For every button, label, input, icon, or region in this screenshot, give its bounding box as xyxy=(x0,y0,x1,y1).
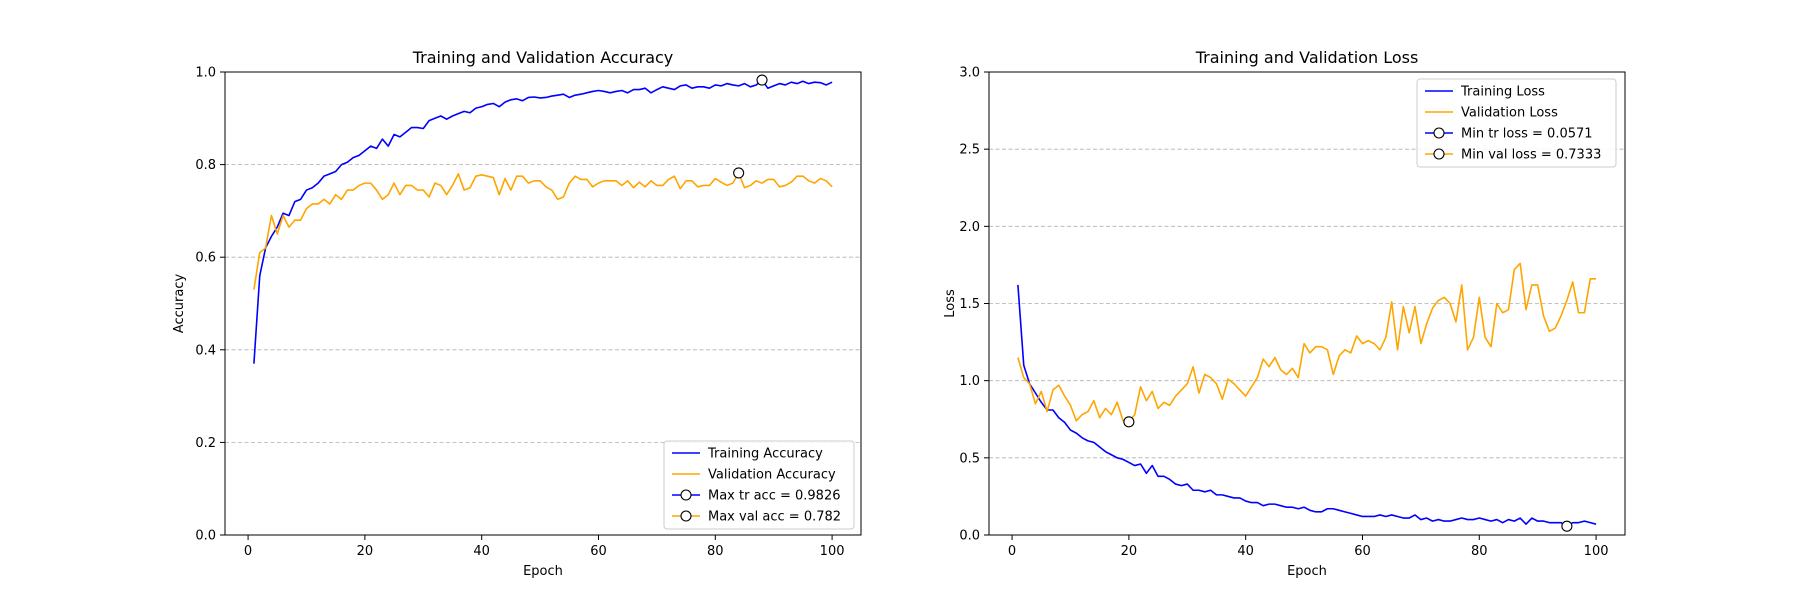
accuracy-x-tick-label: 100 xyxy=(820,544,845,559)
loss-x-tick-label: 100 xyxy=(1584,544,1609,559)
loss-y-tick-label: 3.0 xyxy=(959,66,980,81)
accuracy-legend-label-series-training: Training Accuracy xyxy=(707,447,823,462)
accuracy-axes-frame xyxy=(224,71,862,536)
accuracy-x-tick-label: 0 xyxy=(244,544,252,559)
accuracy-legend-label-series-validation: Validation Accuracy xyxy=(708,468,836,483)
accuracy-y-tick-label: 0.6 xyxy=(195,251,216,266)
accuracy-y-tick-label: 0.0 xyxy=(195,529,216,544)
loss-y-tick-label: 0.5 xyxy=(959,451,980,466)
loss-y-tick-label: 2.0 xyxy=(959,220,980,235)
accuracy-chart-title: Training and Validation Accuracy xyxy=(412,48,674,67)
loss-x-tick-label: 20 xyxy=(1121,544,1138,559)
accuracy-x-tick-label: 40 xyxy=(473,544,490,559)
loss-series-validation-line xyxy=(1017,262,1597,423)
accuracy-x-tick-label: 20 xyxy=(357,544,374,559)
loss-x-tick-label: 80 xyxy=(1471,544,1488,559)
loss-legend-box xyxy=(1416,78,1617,168)
accuracy-legend-marker-marker-training xyxy=(680,489,692,501)
loss-legend-label-marker-training: Min tr loss = 0.0571 xyxy=(1461,127,1593,142)
loss-marker-training xyxy=(1561,520,1573,532)
loss-y-tick-label: 0.0 xyxy=(959,529,980,544)
loss-x-tick-label: 0 xyxy=(1008,544,1016,559)
loss-legend-marker-marker-training xyxy=(1433,127,1445,139)
accuracy-y-tick-label: 0.2 xyxy=(195,436,216,451)
accuracy-y-tick-label: 0.4 xyxy=(195,343,216,358)
accuracy-x-tick-label: 80 xyxy=(707,544,724,559)
loss-y-tick-label: 1.5 xyxy=(959,297,980,312)
accuracy-marker-validation xyxy=(733,167,745,179)
accuracy-y-tick-label: 1.0 xyxy=(195,66,216,81)
accuracy-panel: 0 20 40 60 80 100 0.0 0.2 0.4 0.6 0.8 1.0 Training a… xyxy=(172,48,862,579)
accuracy-y-tick-label: 0.8 xyxy=(195,158,216,173)
accuracy-series-validation-line xyxy=(253,172,833,290)
loss-x-tick-label: 40 xyxy=(1237,544,1254,559)
loss-y-tick-label: 1.0 xyxy=(959,374,980,389)
loss-x-tick-label: 60 xyxy=(1354,544,1371,559)
accuracy-y-axis-label: Accuracy xyxy=(172,274,187,334)
accuracy-legend: Training Accuracy Validation Accuracy Max … xyxy=(663,440,855,530)
loss-y-axis-label: Loss xyxy=(943,289,958,318)
loss-legend-label-marker-validation: Min val loss = 0.7333 xyxy=(1461,148,1601,163)
accuracy-legend-label-marker-training: Max tr acc = 0.9826 xyxy=(708,489,841,504)
loss-series-training-line xyxy=(1017,284,1597,527)
loss-marker-validation xyxy=(1123,416,1135,428)
loss-legend-label-series-validation: Validation Loss xyxy=(1461,106,1558,121)
loss-x-axis-label: Epoch xyxy=(1287,564,1327,579)
loss-y-tick-label: 2.5 xyxy=(959,143,980,158)
loss-legend-marker-marker-validation xyxy=(1433,148,1445,160)
accuracy-legend-label-marker-validation: Max val acc = 0.782 xyxy=(708,510,841,525)
accuracy-x-axis-label: Epoch xyxy=(523,564,563,579)
accuracy-marker-training xyxy=(756,74,768,86)
accuracy-x-tick-label: 60 xyxy=(590,544,607,559)
loss-panel: 0 20 40 60 80 100 0.0 0.5 1.0 1.5 2.0 2.5 3.0 Trainin… xyxy=(943,48,1626,579)
loss-legend: Training Loss Validation Loss Min tr loss … xyxy=(1416,78,1617,168)
loss-chart-title: Training and Validation Loss xyxy=(1195,48,1419,67)
accuracy-legend-marker-marker-validation xyxy=(680,510,692,522)
accuracy-series-training-line xyxy=(253,79,833,364)
accuracy-legend-box xyxy=(663,440,855,530)
loss-legend-label-series-training: Training Loss xyxy=(1460,85,1545,100)
